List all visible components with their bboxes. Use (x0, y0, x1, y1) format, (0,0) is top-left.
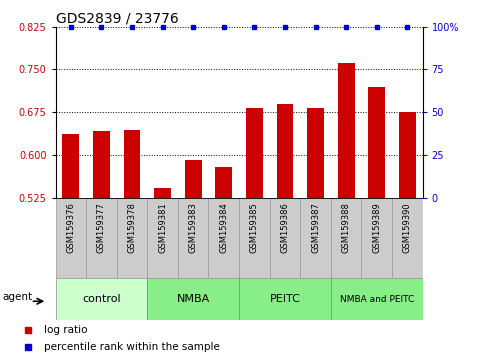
Bar (239, 278, 331, 320)
Bar (56, 198, 86, 278)
Bar (399, 113, 416, 198)
Text: GSM159388: GSM159388 (341, 202, 351, 253)
Text: GSM159381: GSM159381 (158, 202, 167, 253)
Text: agent: agent (3, 292, 33, 302)
Bar (392, 198, 423, 278)
Bar (270, 198, 300, 278)
Bar (239, 198, 270, 278)
Bar (331, 278, 423, 320)
Text: GSM159383: GSM159383 (189, 202, 198, 253)
Text: percentile rank within the sample: percentile rank within the sample (44, 342, 220, 352)
Bar (369, 87, 385, 198)
Bar (331, 198, 361, 278)
Bar (93, 131, 110, 198)
Text: log ratio: log ratio (44, 325, 88, 335)
Bar (56, 278, 147, 320)
Text: PEITC: PEITC (270, 294, 300, 304)
Text: NMBA and PEITC: NMBA and PEITC (340, 295, 414, 304)
Text: GSM159384: GSM159384 (219, 202, 228, 253)
Text: GSM159378: GSM159378 (128, 202, 137, 253)
Text: GSM159390: GSM159390 (403, 202, 412, 253)
Text: GSM159387: GSM159387 (311, 202, 320, 253)
Bar (147, 198, 178, 278)
Bar (178, 198, 209, 278)
Bar (338, 63, 355, 198)
Bar (246, 108, 263, 198)
Bar (185, 160, 201, 198)
Bar (86, 198, 117, 278)
Bar (361, 198, 392, 278)
Bar (124, 130, 141, 198)
Text: GSM159376: GSM159376 (66, 202, 75, 253)
Text: NMBA: NMBA (177, 294, 210, 304)
Bar (215, 167, 232, 198)
Text: GSM159389: GSM159389 (372, 202, 381, 253)
Bar (154, 188, 171, 198)
Text: control: control (82, 294, 121, 304)
Bar (277, 104, 293, 198)
Bar (300, 198, 331, 278)
Bar (147, 278, 239, 320)
Text: GSM159386: GSM159386 (281, 202, 289, 253)
Bar (62, 134, 79, 198)
Text: GDS2839 / 23776: GDS2839 / 23776 (56, 11, 178, 25)
Text: GSM159385: GSM159385 (250, 202, 259, 253)
Bar (209, 198, 239, 278)
Text: GSM159377: GSM159377 (97, 202, 106, 253)
Bar (117, 198, 147, 278)
Bar (307, 108, 324, 198)
